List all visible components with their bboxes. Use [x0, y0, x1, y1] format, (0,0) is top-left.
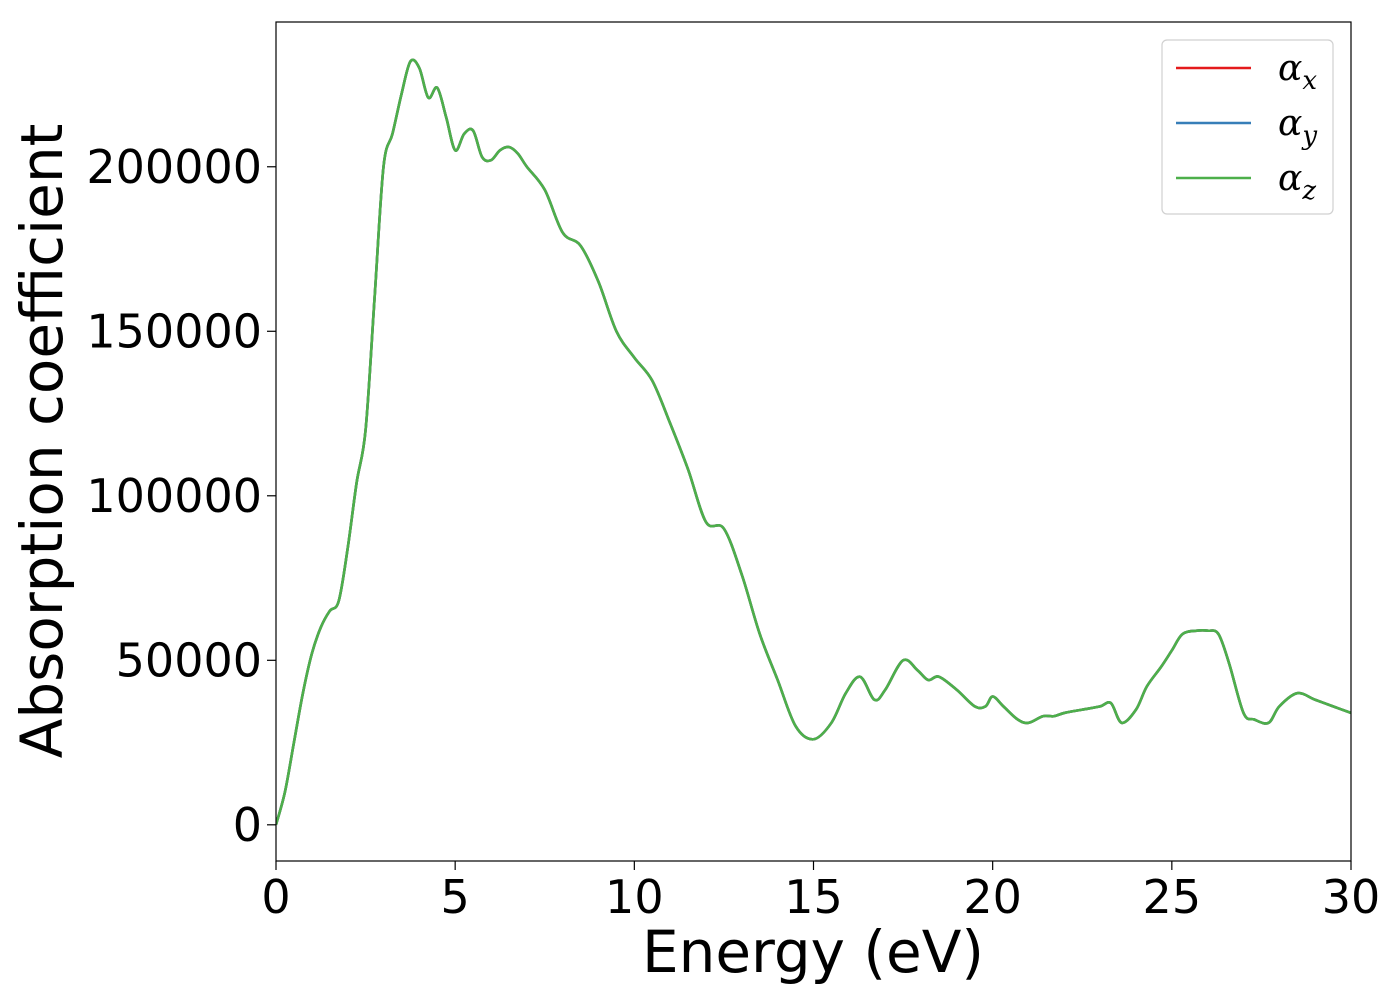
- y-axis-label: Absorption coefficient: [8, 124, 76, 759]
- x-axis-label: Energy (eV): [642, 918, 984, 986]
- x-tick-label: 15: [784, 870, 843, 924]
- legend-label: αx: [1278, 48, 1317, 96]
- y-tick-label: 50000: [116, 633, 262, 687]
- legend-label: αz: [1278, 158, 1316, 206]
- y-axis-ticks: 0 50000 100000 150000 200000: [86, 140, 276, 852]
- x-tick-label: 0: [261, 870, 290, 924]
- legend-label: αy: [1278, 103, 1317, 151]
- x-tick-label: 10: [605, 870, 664, 924]
- y-tick-label: 150000: [86, 304, 262, 358]
- x-axis-ticks: 0 5 10 15 20 25 30: [261, 861, 1380, 924]
- x-tick-label: 20: [963, 870, 1022, 924]
- y-tick-label: 0: [233, 798, 262, 852]
- series-line-alpha-z: [276, 58, 1351, 826]
- y-tick-label: 100000: [86, 469, 262, 523]
- legend-box: [1161, 39, 1334, 215]
- legend: αx αy αz: [1161, 39, 1334, 215]
- y-tick-label: 200000: [86, 140, 262, 194]
- x-tick-label: 5: [441, 870, 470, 924]
- x-tick-label: 30: [1322, 870, 1381, 924]
- x-tick-label: 25: [1143, 870, 1202, 924]
